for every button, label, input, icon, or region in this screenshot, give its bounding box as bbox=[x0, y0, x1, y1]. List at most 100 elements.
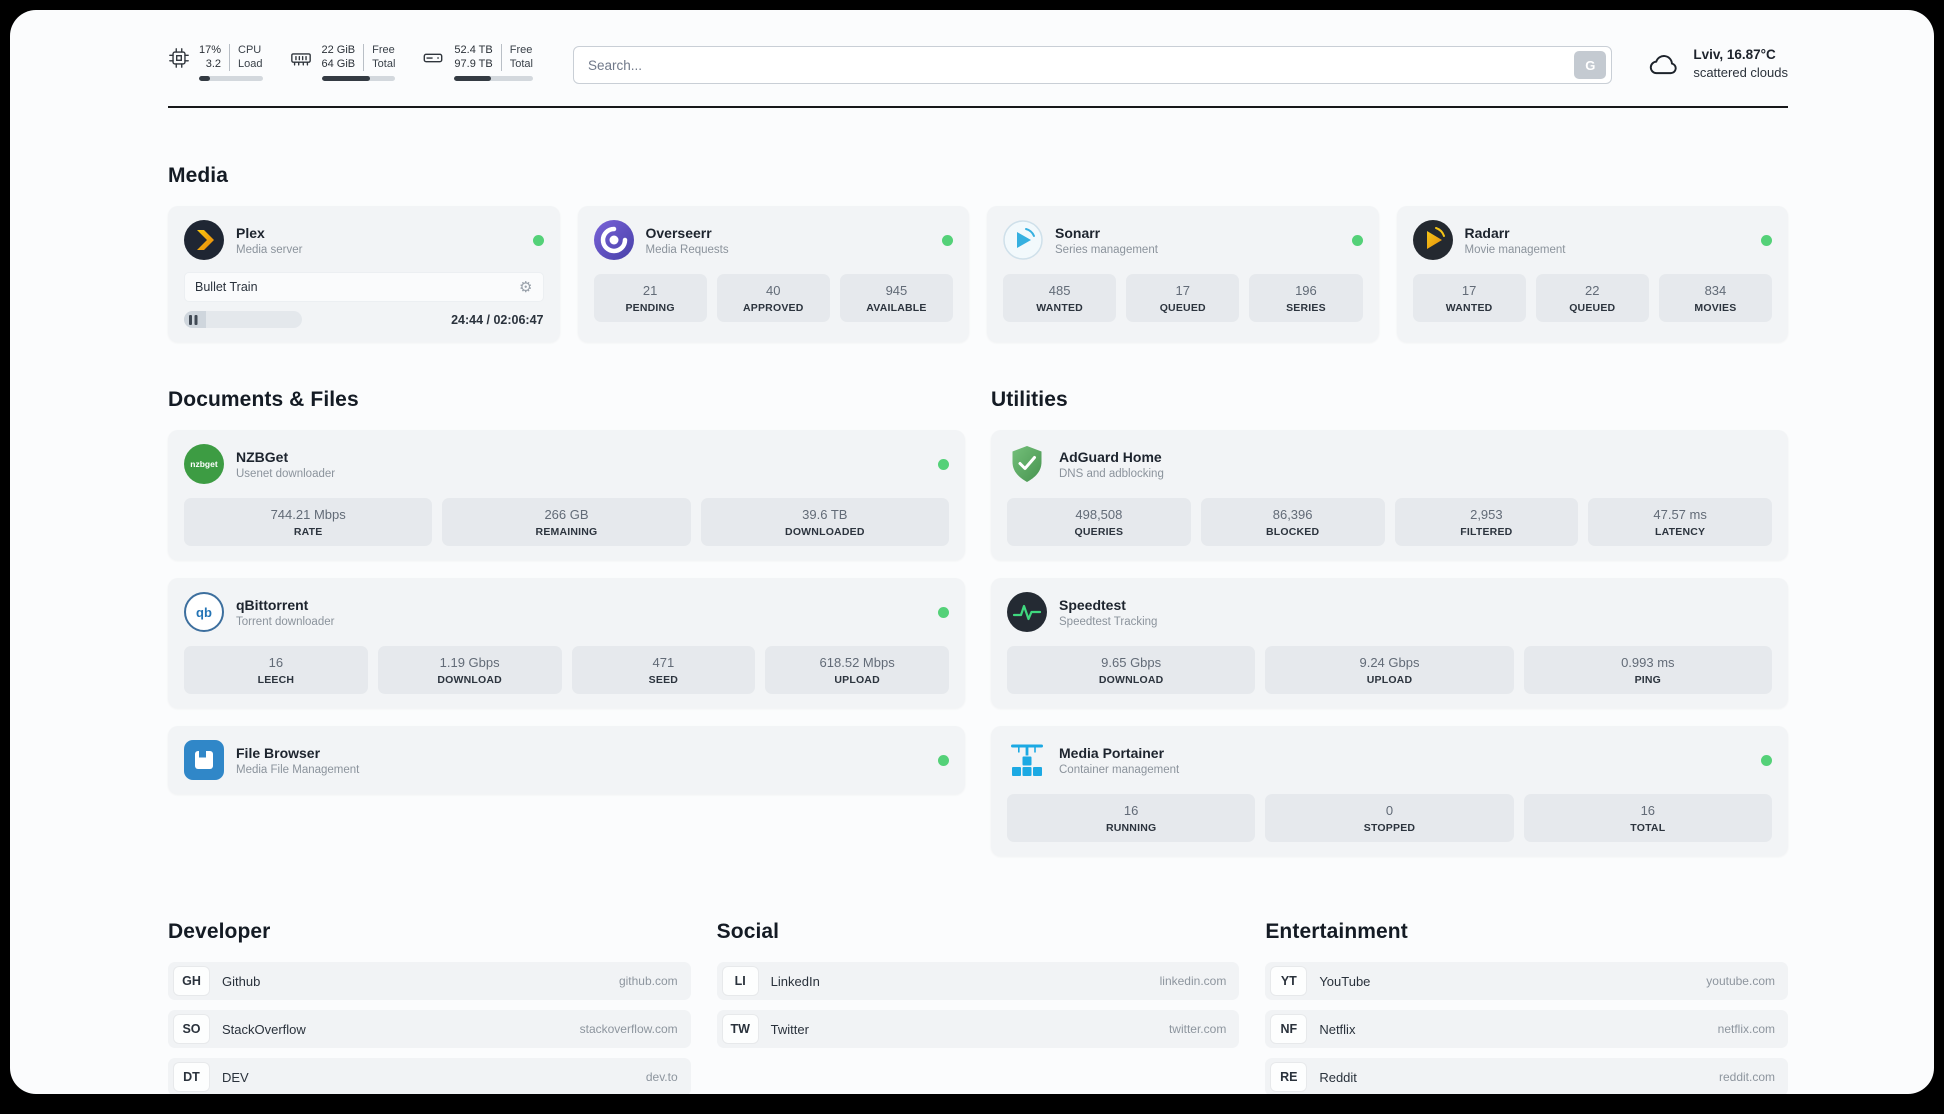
filebrowser-icon bbox=[184, 740, 224, 780]
stat-wanted: 485 WANTED bbox=[1003, 274, 1117, 322]
app-name: Speedtest bbox=[1059, 596, 1126, 613]
bookmark-name: StackOverflow bbox=[222, 1021, 306, 1037]
pause-icon[interactable] bbox=[189, 314, 198, 325]
status-dot bbox=[938, 754, 949, 766]
cloud-icon bbox=[1650, 54, 1677, 74]
bookmark-url: twitter.com bbox=[1168, 1022, 1227, 1036]
stat-blocked: 86,396 BLOCKED bbox=[1200, 498, 1385, 546]
memory-widget: 22 GiB 64 GiB Free Total bbox=[289, 44, 396, 81]
status-dot bbox=[938, 458, 949, 470]
stat-upload: 618.52 Mbps UPLOAD bbox=[765, 646, 949, 694]
bookmark-netflix[interactable]: NF Netflix netflix.com bbox=[1265, 1010, 1788, 1048]
app-card-overseerr[interactable]: Overseerr Media Requests 21 PENDING 40 A… bbox=[577, 206, 969, 342]
cpu-load-value: 3.2 bbox=[205, 57, 222, 70]
app-name: NZBGet bbox=[236, 448, 289, 465]
developer-section: Developer GH Github github.com SO StackO… bbox=[168, 920, 691, 1094]
stat-latency: 47.57 ms LATENCY bbox=[1588, 498, 1772, 546]
weather-widget: Lviv, 16.87°C scattered clouds bbox=[1648, 46, 1788, 81]
documents-section-title: Documents & Files bbox=[168, 388, 359, 411]
bookmark-reddit[interactable]: RE Reddit reddit.com bbox=[1265, 1058, 1788, 1094]
adguard-icon bbox=[1007, 444, 1047, 484]
app-card-adguard[interactable]: AdGuard Home DNS and adblocking 498,508 … bbox=[991, 430, 1788, 560]
bookmark-stackoverflow[interactable]: SO StackOverflow stackoverflow.com bbox=[168, 1010, 691, 1048]
ram-icon bbox=[290, 53, 311, 66]
app-name: Overseerr bbox=[645, 224, 712, 241]
bookmark-url: netflix.com bbox=[1717, 1022, 1775, 1036]
header-divider bbox=[168, 106, 1788, 108]
memory-total-value: 64 GiB bbox=[321, 57, 356, 70]
status-dot bbox=[938, 606, 949, 618]
bookmark-abbr: SO bbox=[174, 1015, 209, 1043]
stat-downloaded: 39.6 TB DOWNLOADED bbox=[700, 498, 949, 546]
bookmark-name: YouTube bbox=[1319, 973, 1371, 989]
memory-total-label: Total bbox=[372, 57, 396, 70]
entertainment-section: Entertainment YT YouTube youtube.com NF … bbox=[1265, 920, 1788, 1094]
stat-available: 945 AVAILABLE bbox=[839, 274, 954, 322]
app-name: Media Portainer bbox=[1059, 744, 1165, 761]
app-subtitle: Usenet downloader bbox=[236, 467, 336, 480]
utilities-section-title: Utilities bbox=[991, 388, 1068, 411]
weather-condition: scattered clouds bbox=[1693, 65, 1788, 80]
gear-icon[interactable]: ⚙ bbox=[519, 278, 533, 296]
app-card-filebrowser[interactable]: File Browser Media File Management bbox=[168, 726, 965, 794]
disk-progress-bar bbox=[454, 76, 533, 81]
bookmark-url: reddit.com bbox=[1718, 1070, 1775, 1084]
cpu-widget: 17% 3.2 CPU Load bbox=[168, 44, 263, 81]
playback-progress-bar[interactable] bbox=[184, 311, 302, 328]
stat-wanted: 17 WANTED bbox=[1412, 274, 1526, 322]
app-card-sonarr[interactable]: Sonarr Series management 485 WANTED 17 Q… bbox=[987, 206, 1379, 342]
app-card-radarr[interactable]: Radarr Movie management 17 WANTED 22 QUE… bbox=[1396, 206, 1788, 342]
app-card-speedtest[interactable]: Speedtest Speedtest Tracking 9.65 Gbps D… bbox=[991, 578, 1788, 708]
bookmark-abbr: TW bbox=[722, 1015, 758, 1043]
social-section-title: Social bbox=[716, 920, 780, 943]
playback-time: 24:44 / 02:06:47 bbox=[451, 312, 544, 327]
plex-icon bbox=[184, 220, 224, 260]
stat-approved: 40 APPROVED bbox=[716, 274, 830, 322]
portainer-icon bbox=[1007, 740, 1047, 780]
bookmark-dev[interactable]: DT DEV dev.to bbox=[168, 1058, 691, 1094]
stat-download: 1.19 Gbps DOWNLOAD bbox=[377, 646, 562, 694]
stat-leech: 16 LEECH bbox=[184, 646, 368, 694]
cpu-chip-icon bbox=[169, 48, 189, 68]
cpu-progress-bar bbox=[199, 76, 263, 81]
search-engine-button[interactable]: G bbox=[1574, 51, 1607, 79]
app-subtitle: Movie management bbox=[1464, 243, 1566, 256]
bookmark-name: LinkedIn bbox=[770, 973, 820, 989]
stat-seed: 471 SEED bbox=[571, 646, 756, 694]
stat-stopped: 0 STOPPED bbox=[1265, 794, 1514, 842]
app-subtitle: Media File Management bbox=[236, 763, 360, 776]
stat-movies: 834 MOVIES bbox=[1658, 274, 1773, 322]
bookmark-youtube[interactable]: YT YouTube youtube.com bbox=[1265, 962, 1788, 1000]
weather-location-temp: Lviv, 16.87°C bbox=[1693, 47, 1776, 62]
nzbget-icon: nzbget bbox=[184, 444, 224, 484]
app-card-qbittorrent[interactable]: qb qBittorrent Torrent downloader 16 LEE… bbox=[168, 578, 965, 708]
bookmark-name: Github bbox=[222, 973, 261, 989]
app-card-plex[interactable]: Plex Media server Bullet Train ⚙ bbox=[168, 206, 560, 342]
stat-upload: 9.24 Gbps UPLOAD bbox=[1265, 646, 1514, 694]
stat-remaining: 266 GB REMAINING bbox=[442, 498, 691, 546]
status-dot bbox=[1761, 754, 1772, 766]
bookmark-linkedin[interactable]: LI LinkedIn linkedin.com bbox=[716, 962, 1240, 1000]
app-subtitle: Media Requests bbox=[645, 243, 729, 256]
bookmark-url: linkedin.com bbox=[1159, 974, 1227, 988]
app-subtitle: Speedtest Tracking bbox=[1059, 615, 1158, 628]
stat-series: 196 SERIES bbox=[1249, 274, 1363, 322]
bookmark-abbr: DT bbox=[174, 1063, 209, 1091]
disk-free-label: Free bbox=[509, 44, 533, 56]
bookmark-abbr: RE bbox=[1271, 1063, 1307, 1091]
app-card-nzbget[interactable]: nzbget NZBGet Usenet downloader 744.21 M… bbox=[168, 430, 965, 560]
developer-section-title: Developer bbox=[168, 920, 271, 943]
stat-ping: 0.993 ms PING bbox=[1523, 646, 1772, 694]
app-card-portainer[interactable]: Media Portainer Container management 16 … bbox=[991, 726, 1788, 856]
search-input[interactable] bbox=[587, 57, 1575, 73]
bookmark-github[interactable]: GH Github github.com bbox=[168, 962, 691, 1000]
app-name: Radarr bbox=[1464, 224, 1510, 241]
app-subtitle: Series management bbox=[1055, 243, 1158, 256]
qbittorrent-icon: qb bbox=[184, 592, 224, 632]
cpu-load-label: Load bbox=[238, 57, 263, 70]
bookmark-twitter[interactable]: TW Twitter twitter.com bbox=[716, 1010, 1240, 1048]
disk-free-value: 52.4 TB bbox=[454, 44, 493, 56]
disk-widget: 52.4 TB 97.9 TB Free Total bbox=[421, 44, 533, 81]
bookmark-abbr: YT bbox=[1271, 967, 1307, 995]
media-section-title: Media bbox=[168, 164, 229, 187]
